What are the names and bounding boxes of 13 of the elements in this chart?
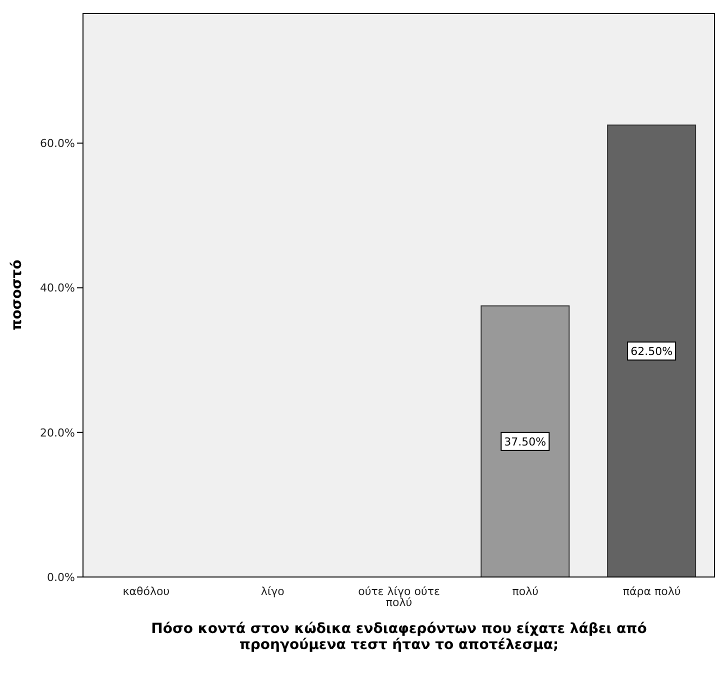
y-tick-label: 60.0%: [40, 137, 75, 150]
y-tick-label: 20.0%: [40, 426, 75, 440]
data-label: 37.50%: [504, 435, 546, 448]
y-tick-label: 40.0%: [40, 282, 75, 295]
x-axis-title: Πόσο κοντά στον κώδικα ενδιαφερόντων που είχατε λάβει από προηγούμενα τεστ ήταν το αποτέλεσμα;: [151, 621, 648, 653]
x-tick-label: πολύ: [512, 585, 539, 598]
x-tick-label: καθόλου: [122, 585, 170, 598]
x-tick-label: πάρα πολύ: [622, 585, 681, 598]
y-axis-title: ποσοστό: [8, 259, 25, 330]
y-tick-label: 0.0%: [47, 570, 75, 584]
x-tick-label: λίγο: [260, 585, 285, 598]
x-tick-label: ούτε λίγο ούτε πολύ: [358, 585, 440, 609]
data-label: 62.50%: [630, 345, 673, 358]
